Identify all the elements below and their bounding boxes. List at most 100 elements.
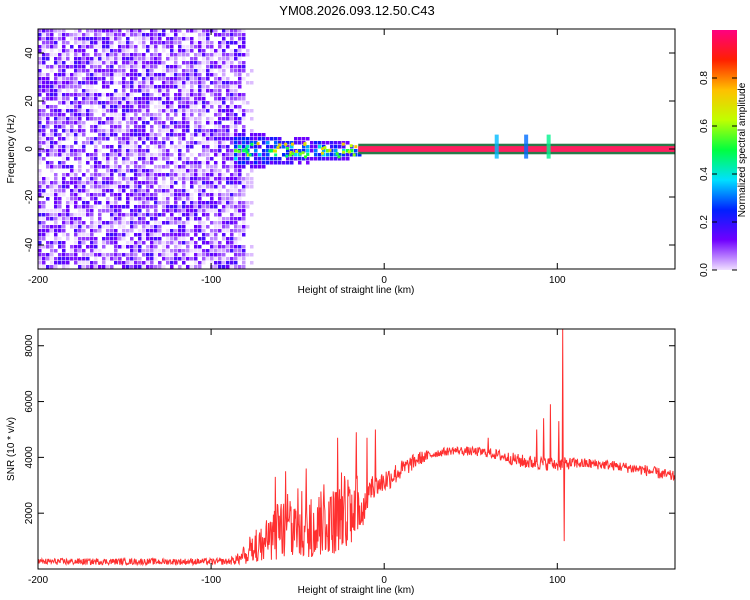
heatmap-cell (70, 85, 74, 89)
heatmap-cell (134, 217, 138, 221)
heatmap-cell (38, 221, 42, 225)
heatmap-cell (110, 189, 114, 193)
heatmap-cell (242, 261, 246, 265)
heatmap-cell (54, 61, 58, 65)
heatmap-cell (146, 137, 150, 141)
heatmap-cell (158, 29, 162, 33)
heatmap-cell (186, 109, 190, 113)
heatmap-cell (194, 89, 198, 93)
heatmap-cell (130, 65, 134, 69)
heatmap-cell (54, 197, 58, 201)
heatmap-cell (106, 253, 110, 257)
heatmap-cell (214, 153, 218, 157)
heatmap-cell (118, 113, 122, 117)
heatmap-cell (242, 177, 246, 181)
heatmap-cell (166, 37, 170, 41)
heatmap-cell (134, 141, 138, 145)
heatmap-cell (126, 213, 130, 217)
heatmap-cell (54, 65, 58, 69)
heatmap-cell (178, 229, 182, 233)
heatmap-cell (46, 265, 50, 269)
heatmap-cell (226, 61, 230, 65)
heatmap-cell (142, 61, 146, 65)
heatmap-cell (250, 109, 254, 113)
heatmap-cell (50, 69, 54, 73)
heatmap-cell (250, 185, 254, 189)
heatmap-cell (110, 213, 114, 217)
heatmap-cell (146, 157, 150, 161)
heatmap-cell (190, 229, 194, 233)
heatmap-cell (238, 69, 242, 73)
heatmap-cell (278, 161, 282, 165)
heatmap-cell (182, 85, 186, 89)
heatmap-cell (106, 85, 110, 89)
heatmap-cell (110, 181, 114, 185)
heatmap-cell (226, 153, 230, 157)
heatmap-cell (158, 253, 162, 257)
heatmap-cell (162, 189, 166, 193)
heatmap-cell (82, 97, 86, 101)
heatmap-cell (46, 89, 50, 93)
heatmap-cell (94, 117, 98, 121)
heatmap-cell (190, 197, 194, 201)
heatmap-cell (230, 93, 234, 97)
heatmap-cell (158, 141, 162, 145)
heatmap-cell (78, 37, 82, 41)
heatmap-cell (66, 197, 70, 201)
heatmap-cell (234, 205, 238, 209)
heatmap-cell (90, 265, 94, 269)
heatmap-cell (138, 173, 142, 177)
heatmap-cell (262, 137, 266, 141)
heatmap-cell (46, 33, 50, 37)
heatmap-cell (158, 225, 162, 229)
heatmap-cell (142, 29, 146, 33)
heatmap-cell (182, 125, 186, 129)
heatmap-cell (186, 89, 190, 93)
heatmap-cell (126, 53, 130, 57)
heatmap-cell (146, 97, 150, 101)
heatmap-cell (198, 265, 202, 269)
heatmap-cell (46, 209, 50, 213)
heatmap-cell (134, 213, 138, 217)
heatmap-cell (138, 109, 142, 113)
heatmap-cell (118, 141, 122, 145)
heatmap-cell (106, 229, 110, 233)
heatmap-cell (246, 173, 250, 177)
heatmap-cell (250, 81, 254, 85)
heatmap-cell (250, 141, 254, 145)
heatmap-cell (130, 153, 134, 157)
heatmap-cell (166, 217, 170, 221)
heatmap-cell (210, 253, 214, 257)
heatmap-cell (106, 153, 110, 157)
heatmap-cell (134, 65, 138, 69)
heatmap-cell (154, 213, 158, 217)
heatmap-cell (230, 213, 234, 217)
heatmap-cell (62, 121, 66, 125)
heatmap-cell (58, 229, 62, 233)
heatmap-cell (42, 209, 46, 213)
heatmap-cell (230, 29, 234, 33)
heatmap-cell (158, 169, 162, 173)
heatmap-cell (62, 53, 66, 57)
heatmap-cell (194, 201, 198, 205)
heatmap-cell (70, 153, 74, 157)
cluster-highlight (349, 144, 353, 148)
heatmap-cell (234, 245, 238, 249)
heatmap-cell (82, 57, 86, 61)
heatmap-cell (178, 141, 182, 145)
heatmap-cell (74, 105, 78, 109)
heatmap-cell (214, 233, 218, 237)
heatmap-cell (50, 225, 54, 229)
heatmap-cell (130, 117, 134, 121)
heatmap-cell (94, 165, 98, 169)
heatmap-cell (210, 229, 214, 233)
heatmap-cell (158, 101, 162, 105)
heatmap-cell (142, 249, 146, 253)
heatmap-cell (126, 201, 130, 205)
heatmap-cell (158, 241, 162, 245)
heatmap-cell (158, 237, 162, 241)
heatmap-cell (46, 137, 50, 141)
heatmap-cell (46, 97, 50, 101)
heatmap-cell (50, 97, 54, 101)
heatmap-cell (202, 185, 206, 189)
